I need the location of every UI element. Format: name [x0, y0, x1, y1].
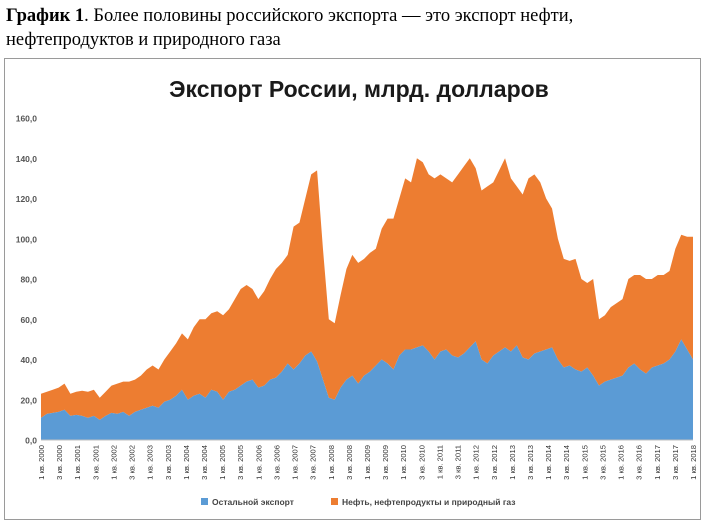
x-tick-label: 3 кв. 2006 — [272, 445, 281, 480]
y-tick-label: 40,0 — [20, 355, 37, 365]
x-tick-label: 1 кв. 2007 — [291, 445, 300, 480]
x-tick-label: 3 кв. 2007 — [309, 445, 318, 480]
x-tick-label: 3 кв. 2013 — [526, 445, 535, 480]
x-tick-label: 1 кв. 2001 — [73, 445, 82, 480]
x-tick-label: 3 кв. 2014 — [562, 445, 571, 480]
x-tick-label: 1 кв. 2008 — [327, 445, 336, 480]
x-tick-label: 1 кв. 2014 — [544, 445, 553, 480]
legend-other-export-swatch — [201, 498, 208, 505]
x-tick-label: 3 кв. 2010 — [417, 445, 426, 480]
y-tick-label: 140,0 — [16, 154, 38, 164]
area-oil-gas — [41, 158, 693, 420]
x-tick-label: 1 кв. 2018 — [689, 445, 698, 480]
y-tick-label: 60,0 — [20, 315, 37, 325]
legend-other-export-label: Остальной экспорт — [212, 497, 294, 507]
caption-text: . Более половины российского экспорта — … — [6, 6, 574, 50]
x-tick-label: 1 кв. 2004 — [182, 445, 191, 480]
x-tick-label: 3 кв. 2000 — [55, 445, 64, 480]
x-tick-label: 3 кв. 2003 — [164, 445, 173, 480]
x-tick-label: 1 кв. 2015 — [580, 445, 589, 480]
area-other-export — [41, 339, 693, 440]
x-tick-label: 3 кв. 2015 — [598, 445, 607, 480]
y-tick-label: 80,0 — [20, 275, 37, 285]
x-tick-label: 1 кв. 2006 — [254, 445, 263, 480]
x-tick-label: 3 кв. 2005 — [236, 445, 245, 480]
x-tick-label: 1 кв. 2002 — [109, 445, 118, 480]
chart-title: Экспорт России, млрд. долларов — [169, 76, 549, 102]
x-tick-label: 3 кв. 2008 — [345, 445, 354, 480]
export-chart: Экспорт России, млрд. долларов 0,0 20,0 40… — [16, 76, 698, 507]
chart-frame: Экспорт России, млрд. долларов 0,0 20,0 40… — [4, 58, 701, 520]
x-tick-label: 1 кв. 2009 — [363, 445, 372, 480]
legend-oil-gas-swatch — [331, 498, 338, 505]
x-tick-label: 3 кв. 2012 — [490, 445, 499, 480]
x-tick-label: 1 кв. 2011 — [435, 445, 444, 479]
figure-caption: График 1. Более половины российского экс… — [6, 4, 701, 52]
y-tick-label: 20,0 — [20, 395, 37, 405]
x-tick-label: 3 кв. 2009 — [381, 445, 390, 480]
legend-oil-gas-label: Нефть, нефтепродукты и природный газ — [342, 497, 515, 507]
legend: Остальной экспорт Нефть, нефтепродукты и … — [201, 497, 515, 507]
x-tick-label: 1 кв. 2016 — [617, 445, 626, 480]
y-tick-label: 0,0 — [25, 436, 37, 446]
x-tick-label: 1 кв. 2013 — [508, 445, 517, 480]
x-tick-label: 1 кв. 2005 — [218, 445, 227, 480]
x-tick-label: 3 кв. 2002 — [128, 445, 137, 480]
x-tick-label: 1 кв. 2003 — [146, 445, 155, 480]
x-tick-label: 1 кв. 2017 — [653, 445, 662, 480]
y-axis: 0,0 20,0 40,0 60,0 80,0 100,0 120,0 140,0 160,0 — [16, 114, 38, 446]
x-tick-label: 1 кв. 2012 — [472, 445, 481, 480]
x-tick-label: 3 кв. 2011 — [454, 445, 463, 479]
x-axis: 1 кв. 2000 3 кв. 2000 1 кв. 2001 3 кв. 2001… — [37, 439, 698, 480]
x-tick-label: 1 кв. 2010 — [399, 445, 408, 480]
x-tick-label: 3 кв. 2001 — [91, 445, 100, 480]
x-tick-label: 3 кв. 2017 — [671, 445, 680, 480]
x-tick-label: 1 кв. 2000 — [37, 445, 46, 480]
plot-areas — [41, 158, 693, 440]
caption-label: График 1 — [6, 6, 85, 26]
x-tick-label: 3 кв. 2016 — [635, 445, 644, 480]
y-tick-label: 160,0 — [16, 114, 38, 124]
x-tick-label: 3 кв. 2004 — [200, 445, 209, 480]
y-tick-label: 120,0 — [16, 194, 38, 204]
y-tick-label: 100,0 — [16, 234, 38, 244]
